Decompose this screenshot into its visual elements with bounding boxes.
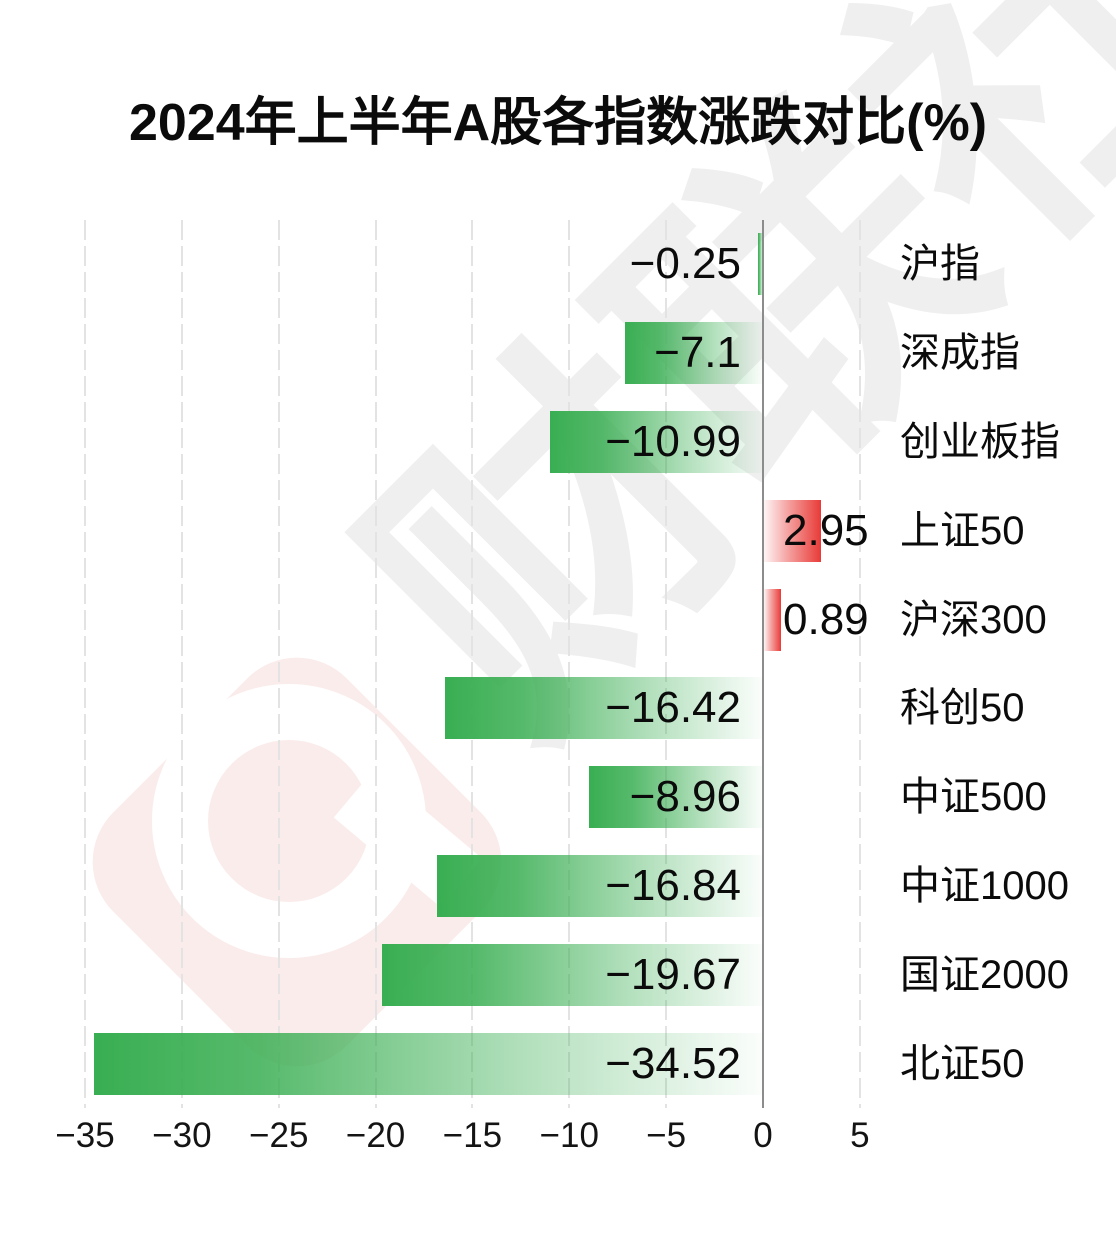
bar xyxy=(758,233,763,296)
bar xyxy=(444,677,763,740)
value-label: −8.96 xyxy=(629,772,741,822)
category-label: 中证1000 xyxy=(900,864,1069,908)
category-label: 沪指 xyxy=(900,242,980,287)
category-label: 上证50 xyxy=(900,508,1025,553)
x-tick-label: −10 xyxy=(539,1116,599,1155)
value-label: −19.67 xyxy=(605,949,741,999)
bar xyxy=(625,322,763,385)
x-tick-label: 0 xyxy=(753,1116,773,1155)
category-label: 创业板指 xyxy=(900,420,1060,464)
bar xyxy=(94,1032,763,1095)
value-label: −7.1 xyxy=(654,328,741,378)
value-label: −0.25 xyxy=(629,239,741,289)
value-label: −34.52 xyxy=(605,1038,741,1088)
bar xyxy=(764,499,822,562)
bar xyxy=(550,411,763,473)
value-label: 2.95 xyxy=(783,505,869,555)
x-tick-label: −25 xyxy=(249,1116,309,1155)
category-label: 中证500 xyxy=(900,775,1047,820)
x-tick-label: −20 xyxy=(345,1116,406,1155)
gridline xyxy=(277,220,280,1108)
bar xyxy=(589,766,763,829)
x-tick-label: 5 xyxy=(850,1116,870,1155)
x-tick-label: −15 xyxy=(442,1116,503,1155)
category-label: 北证50 xyxy=(900,1041,1025,1086)
bar xyxy=(764,588,782,651)
gridline xyxy=(858,220,861,1108)
bar xyxy=(436,855,763,917)
gridline xyxy=(568,220,571,1108)
x-tick-label: −35 xyxy=(55,1116,115,1155)
chart-title: 2024年上半年A股各指数涨跌对比(%) xyxy=(128,94,988,152)
gridline xyxy=(374,220,377,1108)
value-label: −16.84 xyxy=(605,861,741,910)
value-label: −10.99 xyxy=(605,417,741,466)
category-label: 沪深300 xyxy=(900,597,1047,642)
bar xyxy=(381,943,763,1006)
zero-axis-line xyxy=(762,220,764,1108)
x-tick-label: −5 xyxy=(646,1116,687,1155)
gridline xyxy=(471,220,474,1108)
category-label: 深成指 xyxy=(900,331,1020,376)
x-tick-label: −30 xyxy=(152,1116,212,1155)
gridline xyxy=(180,220,183,1108)
category-label: 国证2000 xyxy=(900,952,1069,997)
gridline xyxy=(84,220,87,1108)
value-label: 0.89 xyxy=(783,594,869,644)
value-label: −16.42 xyxy=(605,683,741,733)
gridline xyxy=(665,220,668,1108)
category-label: 科创50 xyxy=(900,686,1025,731)
